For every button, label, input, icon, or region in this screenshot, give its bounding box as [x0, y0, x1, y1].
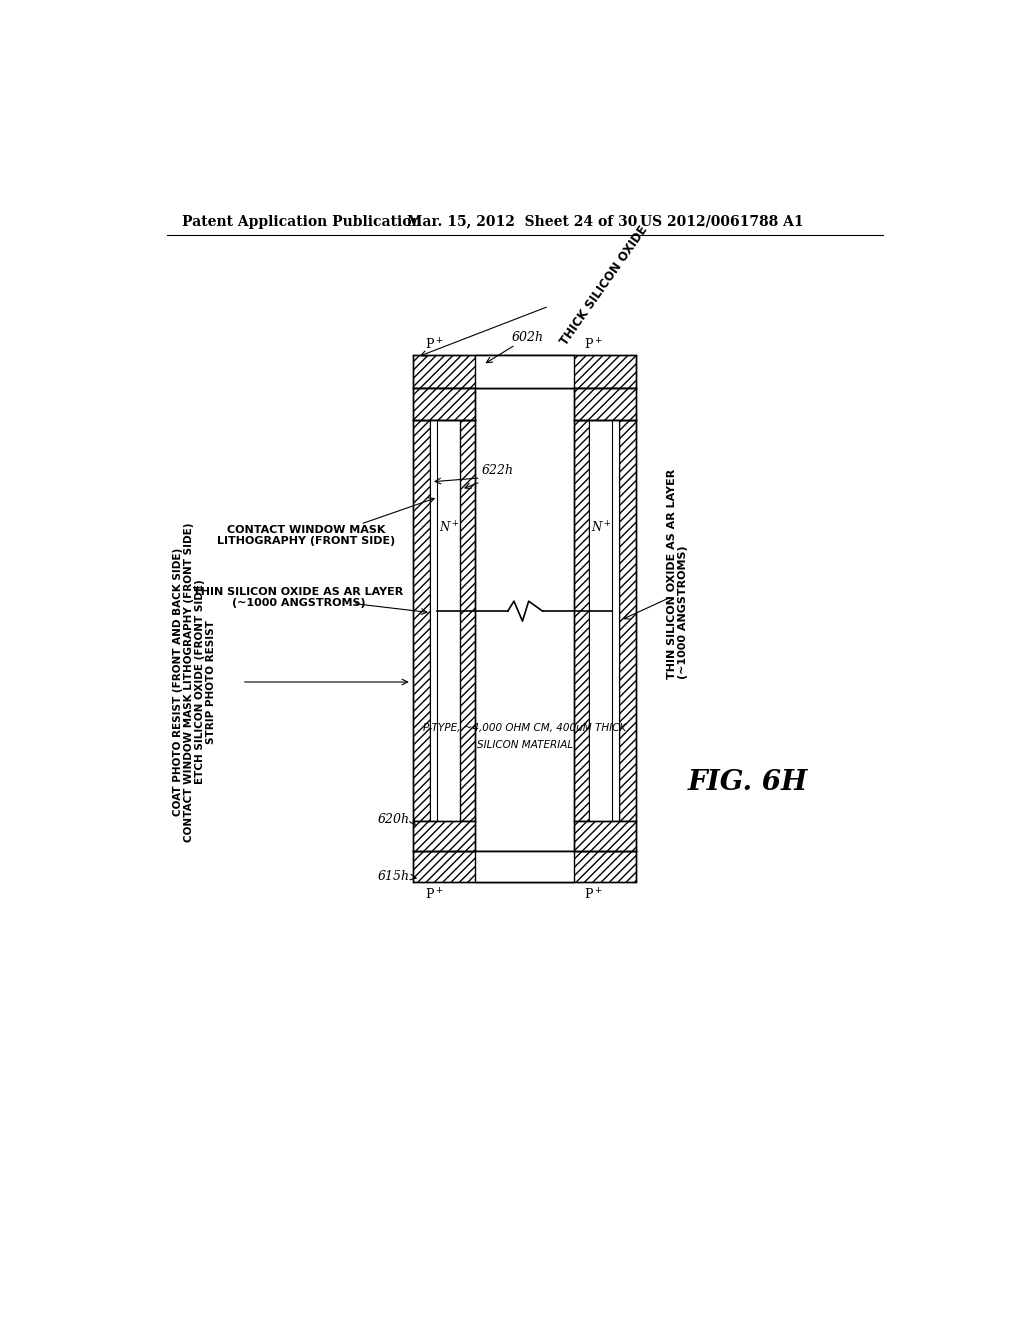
Bar — [574, 420, 589, 821]
Text: N$^+$: N$^+$ — [438, 520, 459, 536]
Text: THICK SILICON OXIDE: THICK SILICON OXIDE — [558, 223, 650, 347]
Text: ETCH SILICON OXIDE (FRONT SIDE): ETCH SILICON OXIDE (FRONT SIDE) — [196, 579, 205, 784]
Text: CONTACT WINDOW MASK LITHOGRAPHY (FRONT SIDE): CONTACT WINDOW MASK LITHOGRAPHY (FRONT S… — [184, 523, 195, 842]
Text: P$^+$: P$^+$ — [425, 887, 443, 903]
Bar — [414, 355, 636, 388]
Text: THIN SILICON OXIDE AS AR LAYER
(~1000 ANGSTROMS): THIN SILICON OXIDE AS AR LAYER (~1000 AN… — [194, 586, 403, 609]
Text: STRIP PHOTO RESIST: STRIP PHOTO RESIST — [206, 620, 216, 744]
Text: Patent Application Publication: Patent Application Publication — [182, 215, 422, 228]
Text: P$^+$: P$^+$ — [584, 887, 602, 903]
Text: CONTACT WINDOW MASK
LITHOGRAPHY (FRONT SIDE): CONTACT WINDOW MASK LITHOGRAPHY (FRONT S… — [217, 525, 395, 546]
Text: 622h: 622h — [481, 463, 513, 477]
Text: N$^+$: N$^+$ — [591, 520, 611, 536]
Bar — [574, 388, 636, 420]
Text: FIG. 6H: FIG. 6H — [688, 768, 808, 796]
Text: 620h: 620h — [377, 813, 410, 825]
Bar — [414, 851, 636, 882]
Bar — [589, 420, 612, 821]
Bar — [475, 851, 574, 882]
Text: P$^+$: P$^+$ — [425, 337, 443, 352]
Text: 615h: 615h — [377, 870, 410, 883]
Bar — [414, 420, 430, 821]
Bar — [574, 821, 636, 851]
Text: 602h: 602h — [512, 330, 544, 343]
Bar — [612, 420, 620, 821]
Text: P$^+$: P$^+$ — [584, 337, 602, 352]
Bar — [475, 355, 574, 388]
Bar — [437, 420, 461, 821]
Bar — [620, 420, 636, 821]
Text: P-TYPE, ~4,000 OHM CM, 400uM THICK: P-TYPE, ~4,000 OHM CM, 400uM THICK — [423, 723, 627, 733]
Text: Mar. 15, 2012  Sheet 24 of 30: Mar. 15, 2012 Sheet 24 of 30 — [407, 215, 637, 228]
Text: THIN SILICON OXIDE AS AR LAYER
(~1000 ANGSTROMS): THIN SILICON OXIDE AS AR LAYER (~1000 AN… — [667, 469, 688, 680]
Text: COAT PHOTO RESIST (FRONT AND BACK SIDE): COAT PHOTO RESIST (FRONT AND BACK SIDE) — [173, 548, 183, 816]
Bar — [414, 388, 475, 420]
Text: US 2012/0061788 A1: US 2012/0061788 A1 — [640, 215, 803, 228]
Text: SILICON MATERIAL: SILICON MATERIAL — [477, 741, 572, 750]
Bar — [414, 821, 475, 851]
Bar — [461, 420, 475, 821]
Bar — [430, 420, 437, 821]
